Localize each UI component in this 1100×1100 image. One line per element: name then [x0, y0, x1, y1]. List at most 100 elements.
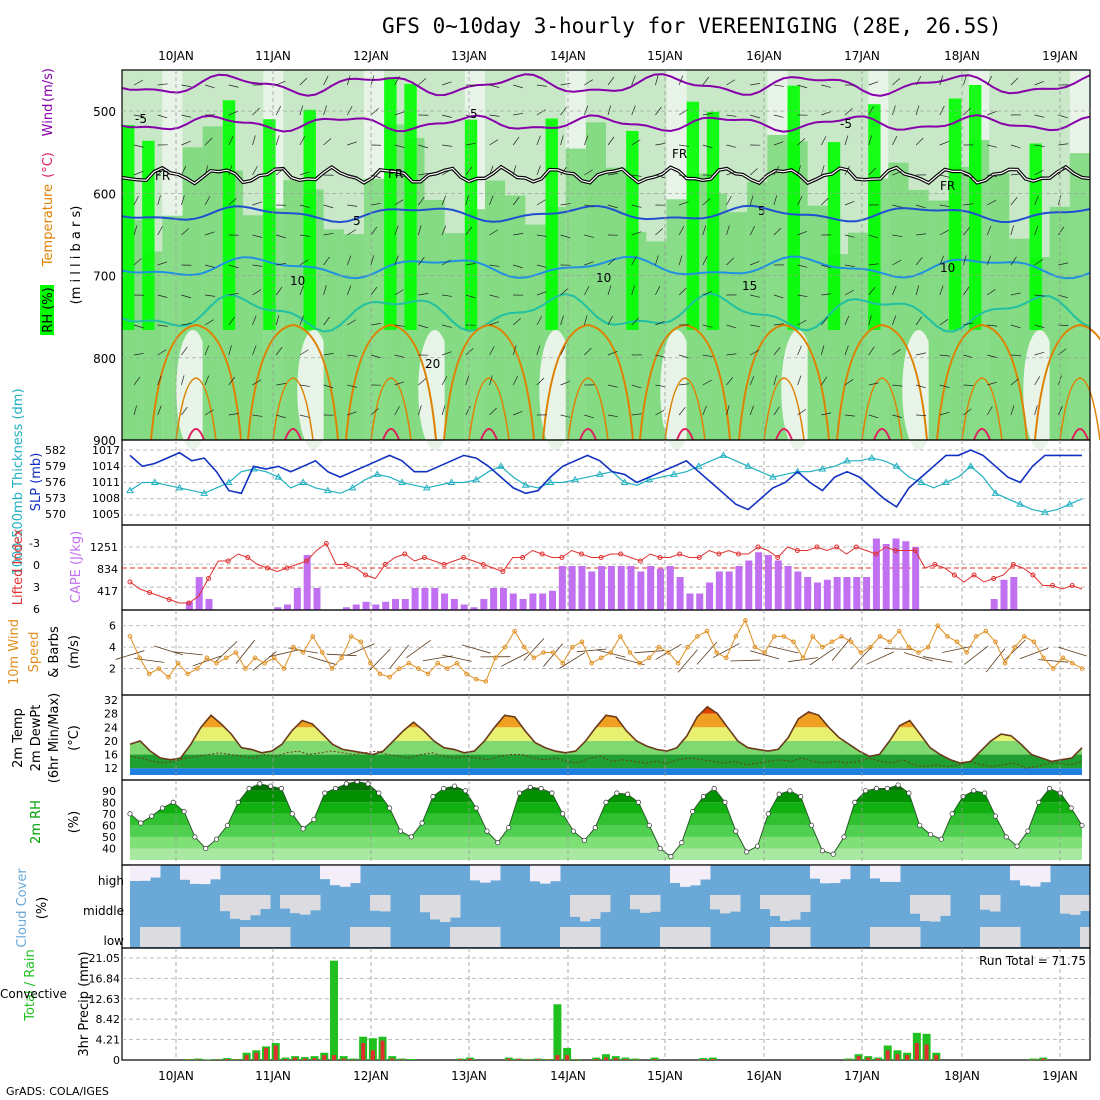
wind-barb [489, 229, 499, 236]
cape-bar [519, 599, 527, 610]
rh-dry-area [539, 330, 573, 450]
wind-barb [512, 165, 517, 176]
wind-barb [655, 106, 662, 116]
wind-speed-marker [954, 639, 960, 645]
wind-barb [418, 78, 427, 86]
wind-barb [228, 84, 239, 88]
cloud-axis-label: Cloud Cover [15, 868, 30, 948]
wind-barb [157, 167, 166, 176]
wind-speed-marker [608, 650, 614, 655]
wind-speed-marker [541, 650, 546, 655]
cape-bar [274, 607, 282, 610]
cape-bar [313, 588, 321, 610]
precip-bar [407, 1059, 416, 1060]
convective-bar [866, 1057, 871, 1060]
precip-bar [592, 1057, 601, 1060]
rh-tick: 40 [102, 842, 116, 855]
rh-moist-area [585, 122, 607, 440]
wind-barb [442, 294, 453, 297]
wind-barb [252, 201, 263, 206]
wind-tick: 2 [109, 663, 116, 676]
wind-axis-label-4: (m/s) [67, 635, 82, 669]
temp-axis-label: 2m Temp [11, 708, 26, 768]
wind-tick: 6 [109, 620, 116, 633]
wind-speed-marker [271, 655, 277, 661]
convective-bar [536, 1059, 540, 1060]
cloud-clear-low [460, 927, 471, 947]
day-label-bottom: 13JAN [451, 1069, 487, 1083]
rh-marker [311, 817, 317, 823]
wind-barb [773, 227, 782, 236]
cape-bar [764, 555, 772, 610]
wind-barb [560, 414, 571, 418]
wind-barb [1010, 225, 1014, 236]
rh-marker [149, 813, 155, 819]
cloud-clear-low [250, 927, 261, 947]
cloud-clear-low [170, 927, 181, 947]
convective-bar [885, 1050, 890, 1060]
wind-barb [678, 407, 686, 416]
wind-speed-marker [464, 671, 469, 677]
wind-barb [394, 174, 405, 177]
li-marker [480, 562, 486, 567]
wind-barb [916, 352, 926, 356]
temp-band [130, 706, 1082, 714]
rh-marker [949, 811, 955, 817]
wind-barb [1034, 114, 1045, 118]
thickness-marker [1041, 508, 1049, 515]
slp-thickness-panel: 582 579 576 573 570 1017 1014 1011 1008 1005 1000-… [11, 388, 1091, 576]
wind-barb [939, 229, 949, 236]
li-marker [637, 558, 643, 564]
thickness-marker [299, 478, 307, 485]
cloud-clear-low [800, 927, 811, 947]
temp-tick: 32 [104, 694, 118, 707]
rh-marker [1003, 834, 1009, 840]
wind-barb [844, 379, 854, 386]
thickness-marker [422, 483, 431, 491]
isotherm-25 [175, 377, 217, 441]
wind-speed-marker [685, 644, 691, 650]
rh-saturated-area [787, 85, 800, 330]
rh-marker [560, 811, 566, 817]
wind-speed-marker [945, 634, 950, 639]
rh-marker [506, 825, 512, 831]
contour-label: 10 [940, 261, 955, 275]
rh-marker [516, 790, 523, 796]
rh-band [130, 825, 1082, 837]
isotherm-25 [664, 377, 706, 441]
li-marker [618, 551, 624, 557]
li-marker [853, 544, 859, 550]
wind-speed-marker [762, 650, 767, 655]
minmax-axis-label: (6hr Min/Max) [47, 693, 62, 783]
wind-barb [797, 165, 801, 176]
rh-moist-area [747, 181, 768, 440]
wind-barb [797, 230, 808, 236]
rh-marker [592, 825, 598, 831]
wind-barb [276, 262, 287, 266]
wind-barb [489, 375, 493, 386]
wind-barb [702, 354, 713, 358]
rh-marker [462, 788, 468, 794]
wind-barb-10m [985, 648, 1006, 673]
wind-barb-10m [634, 650, 665, 654]
cape-bar [205, 599, 213, 610]
rh-marker [343, 781, 349, 787]
wind-speed-marker [550, 650, 556, 655]
cloud-clear-low [880, 927, 891, 947]
cloud-clear-high [870, 865, 881, 879]
wind-speed-marker [579, 639, 585, 645]
rh-marker [257, 781, 263, 787]
li-marker [1030, 572, 1036, 578]
wind-barb [560, 345, 566, 356]
cloud-clear-low [470, 927, 481, 947]
wind-barb [797, 319, 807, 326]
rh-dry-area [418, 330, 452, 450]
li-marker [1069, 583, 1075, 588]
convective-bar [332, 1055, 336, 1060]
wind-barb [228, 376, 236, 386]
wind-barb [844, 414, 855, 417]
wind-barb [536, 316, 543, 326]
cloud-clear-high [210, 865, 221, 880]
wind-barb [987, 110, 997, 116]
wind-barb [323, 285, 327, 296]
